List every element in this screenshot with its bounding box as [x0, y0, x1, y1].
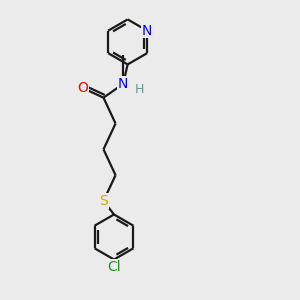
- Text: N: N: [142, 24, 152, 38]
- Text: N: N: [118, 77, 128, 91]
- Text: S: S: [99, 194, 108, 208]
- Text: Cl: Cl: [107, 260, 121, 274]
- Text: O: O: [78, 81, 88, 95]
- Text: H: H: [135, 83, 144, 96]
